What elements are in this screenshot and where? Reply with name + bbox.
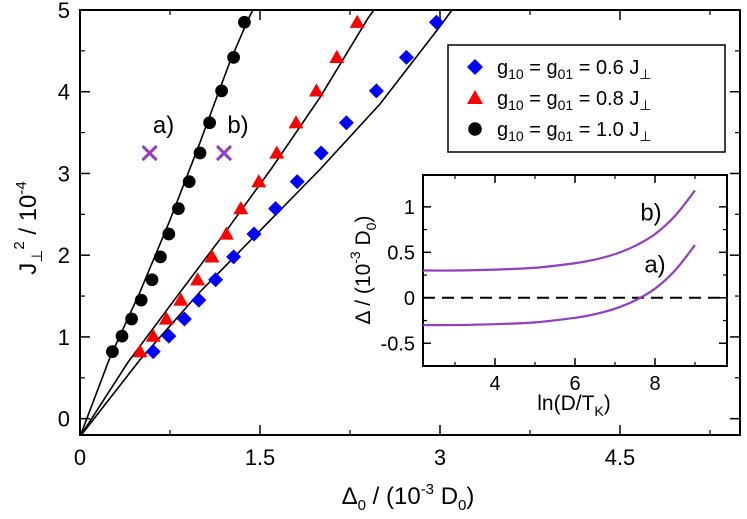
x-tick-label: 0 — [74, 445, 86, 470]
cross-marker-stroke — [215, 144, 233, 162]
fit-line — [80, 10, 254, 435]
data-point-circle — [115, 329, 129, 343]
data-point-diamond — [191, 292, 207, 308]
data-point-diamond — [289, 174, 305, 190]
data-point-triangle — [204, 249, 220, 263]
data-point-diamond — [246, 226, 262, 242]
data-point-diamond — [161, 328, 177, 344]
data-point-triangle — [233, 201, 249, 215]
data-point-circle — [193, 146, 207, 160]
legend-box — [447, 44, 726, 153]
data-point-circle — [134, 293, 148, 307]
data-point-diamond — [226, 249, 242, 265]
y-tick-label: 0 — [58, 407, 70, 432]
data-point-diamond — [368, 83, 384, 99]
inset-x-tick-label: 4 — [489, 373, 500, 395]
inset-curve-label: b) — [640, 199, 661, 226]
data-point-triangle — [173, 292, 189, 306]
cross-marker-stroke — [141, 144, 158, 162]
x-tick-label: 1.5 — [245, 445, 276, 470]
cross-marker-label: a) — [153, 112, 174, 139]
inset-axis-ticks: 4 6 8 -0.5 0 0.5 1 — [381, 175, 727, 395]
legend-entry-label: g10 = g01 = 0.6 J⊥ — [497, 57, 652, 82]
data-point-circle — [145, 273, 159, 287]
data-point-diamond — [398, 49, 414, 65]
data-point-diamond — [428, 14, 444, 30]
inset-y-axis-label: Δ / (10-3 D0) — [347, 216, 379, 325]
fit-line — [80, 10, 375, 435]
inset-x-axis-label: ln(D/TK) — [537, 392, 611, 419]
data-point-triangle — [251, 174, 267, 188]
data-point-circle — [468, 122, 482, 136]
data-point-triangle — [349, 14, 365, 28]
data-point-triangle — [158, 311, 174, 325]
inset-y-tick-label: 0.5 — [387, 242, 415, 264]
data-point-triangle — [288, 115, 304, 129]
main-plot-frame — [79, 9, 741, 436]
y-tick-label: 5 — [58, 0, 70, 23]
legend-entry-label: g10 = g01 = 1.0 J⊥ — [497, 119, 652, 144]
data-point-triangle — [132, 344, 148, 358]
data-point-circle — [162, 227, 176, 241]
inset-curve — [422, 244, 696, 327]
inset-curve — [422, 189, 696, 272]
data-point-circle — [154, 250, 167, 264]
data-point-diamond — [467, 59, 483, 75]
inset-y-tick-label: 0 — [404, 288, 415, 310]
data-point-diamond — [338, 115, 354, 131]
y-tick-label: 1 — [58, 325, 70, 350]
main-axis-ticks: 0 1.5 3 4.5 0 1 2 3 4 5 — [58, 0, 740, 470]
y-tick-label: 3 — [58, 161, 70, 186]
data-point-circle — [125, 312, 138, 326]
data-point-circle — [106, 345, 119, 359]
data-point-circle — [238, 15, 251, 29]
data-point-triangle — [145, 328, 161, 342]
data-point-diamond — [208, 272, 224, 288]
data-point-circle — [182, 175, 196, 189]
data-point-diamond — [145, 344, 161, 360]
x-tick-label: 4.5 — [605, 445, 636, 470]
data-point-circle — [172, 202, 185, 215]
data-point-circle — [203, 116, 216, 130]
data-point-triangle — [269, 145, 285, 159]
cross-marker-label: b) — [227, 112, 248, 139]
data-point-circle — [227, 51, 240, 64]
inset-y-tick-label: -0.5 — [381, 333, 415, 355]
legend-entry-label: g10 = g01 = 0.8 J⊥ — [497, 88, 652, 113]
fit-line — [80, 10, 453, 435]
inset-chart: 4 6 8 -0.5 0 0.5 1 b) a) ln(D/TK) Δ / (10-3 D0) — [347, 174, 728, 419]
data-point-diamond — [176, 311, 192, 327]
inset-curve-labels: b) a) — [640, 199, 665, 278]
inset-x-tick-label: 8 — [649, 373, 660, 395]
data-point-diamond — [313, 145, 329, 161]
main-x-axis-label: Δ0 / (10-3 D0) — [342, 481, 475, 514]
data-point-diamond — [268, 201, 284, 217]
main-y-axis-label: J⊥2 / 10-4 — [11, 181, 46, 274]
data-point-circle — [215, 84, 228, 98]
main-data-points — [106, 14, 444, 360]
data-point-triangle — [218, 226, 234, 240]
inset-curves — [422, 189, 727, 327]
x-tick-label: 3 — [434, 445, 446, 470]
inset-x-tick-label: 6 — [569, 373, 580, 395]
y-tick-label: 2 — [58, 243, 70, 268]
data-point-triangle — [308, 83, 324, 97]
inset-curve-label: a) — [644, 251, 665, 278]
y-tick-label: 4 — [58, 80, 70, 105]
data-point-triangle — [190, 272, 206, 286]
inset-y-tick-label: 1 — [404, 197, 415, 219]
data-point-triangle — [329, 49, 345, 64]
legend: g10 = g01 = 0.6 J⊥ g10 = g01 = 0.8 J⊥ g10 … — [447, 44, 726, 153]
main-cross-markers: a) b) — [141, 112, 249, 162]
data-point-triangle — [467, 90, 483, 104]
main-fit-lines — [80, 10, 453, 435]
